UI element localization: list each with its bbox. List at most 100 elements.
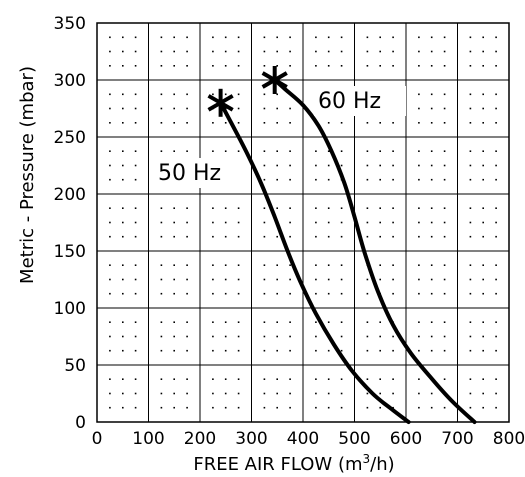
grid-dot — [173, 36, 175, 39]
grid-dot — [482, 221, 484, 224]
grid-dot — [212, 264, 214, 266]
grid-dot — [379, 264, 381, 266]
grid-dot — [430, 278, 433, 281]
grid-dot — [224, 207, 227, 209]
grid-dot — [327, 378, 330, 380]
grid-dot — [237, 349, 240, 352]
grid-dot — [289, 278, 291, 281]
grid-dot — [263, 178, 266, 181]
grid-dot — [186, 36, 188, 39]
grid-dot — [495, 150, 497, 152]
grid-dot — [263, 278, 266, 281]
grid-dot — [366, 321, 369, 323]
grid-dot — [340, 150, 343, 152]
grid-dot — [173, 65, 175, 67]
grid-dot — [392, 122, 394, 124]
grid-dot — [418, 335, 420, 338]
grid-dot — [315, 221, 317, 224]
grid-dot — [340, 50, 343, 53]
grid-dot — [160, 378, 163, 380]
grid-dot — [276, 178, 278, 181]
grid-dot — [469, 378, 472, 380]
grid-dot — [237, 235, 240, 238]
grid-dot — [469, 392, 472, 395]
grid-dot — [418, 65, 420, 67]
grid-dot — [379, 235, 381, 238]
grid-dot — [224, 292, 227, 295]
grid-dot — [263, 150, 266, 152]
grid-dot — [134, 122, 137, 124]
grid-dot — [495, 107, 497, 110]
grid-dot — [443, 278, 446, 281]
grid-dot — [237, 378, 240, 380]
grid-dot — [289, 150, 291, 152]
grid-dot — [327, 65, 330, 67]
y-tick-label: 250 — [54, 128, 86, 148]
grid-dot — [276, 278, 278, 281]
grid-dot — [173, 207, 175, 209]
grid-dot — [122, 292, 124, 295]
grid-dot — [224, 278, 227, 281]
grid-dot — [315, 335, 317, 338]
grid-dot — [443, 65, 446, 67]
grid-dot — [109, 392, 111, 395]
grid-dot — [237, 264, 240, 266]
grid-dot — [340, 207, 343, 209]
grid-dot — [430, 292, 433, 295]
grid-dot — [237, 107, 240, 110]
grid-dot — [392, 335, 394, 338]
grid-dot — [392, 292, 394, 295]
grid-dot — [186, 93, 188, 96]
y-tick-label: 50 — [64, 356, 86, 376]
grid-dot — [469, 221, 472, 224]
grid-dot — [418, 50, 420, 53]
grid-dot — [160, 278, 163, 281]
grid-dot — [224, 349, 227, 352]
grid-dot — [109, 321, 111, 323]
grid-dot — [186, 65, 188, 67]
grid-dot — [237, 221, 240, 224]
grid-dot — [418, 278, 420, 281]
curve-markers — [207, 66, 288, 117]
grid-dot — [109, 292, 111, 295]
grid-dot — [212, 65, 214, 67]
asterisk-stroke — [207, 94, 234, 112]
grid-dot — [392, 178, 394, 181]
grid-dot — [315, 392, 317, 395]
grid-dot — [276, 150, 278, 152]
grid-dot — [366, 378, 369, 380]
grid-dot — [379, 164, 381, 167]
grid-dot — [327, 264, 330, 266]
grid-dot — [109, 221, 111, 224]
grid-dot — [224, 235, 227, 238]
grid-dot — [418, 107, 420, 110]
grid-dot — [109, 107, 111, 110]
grid-dot — [289, 221, 291, 224]
grid-dot — [263, 392, 266, 395]
grid-dot — [392, 150, 394, 152]
grid-dot — [392, 264, 394, 266]
grid-dot — [469, 122, 472, 124]
grid-dot — [469, 321, 472, 323]
grid-dot — [340, 292, 343, 295]
grid-dot — [482, 378, 484, 380]
grid-dot — [392, 164, 394, 167]
grid-dot — [263, 321, 266, 323]
grid-dot — [392, 207, 394, 209]
grid-dot — [379, 36, 381, 39]
grid-dot — [366, 335, 369, 338]
grid-dot — [186, 378, 188, 380]
x-tick-label: 200 — [184, 429, 216, 449]
grid-dot — [276, 36, 278, 39]
grid-dot — [379, 335, 381, 338]
grid-dot — [430, 207, 433, 209]
grid-dot — [340, 65, 343, 67]
grid-dot — [186, 278, 188, 281]
grid-dot — [237, 278, 240, 281]
grid-dot — [366, 207, 369, 209]
grid-dot — [482, 278, 484, 281]
grid-dot — [173, 292, 175, 295]
grid-dot — [327, 164, 330, 167]
grid-dot — [443, 221, 446, 224]
